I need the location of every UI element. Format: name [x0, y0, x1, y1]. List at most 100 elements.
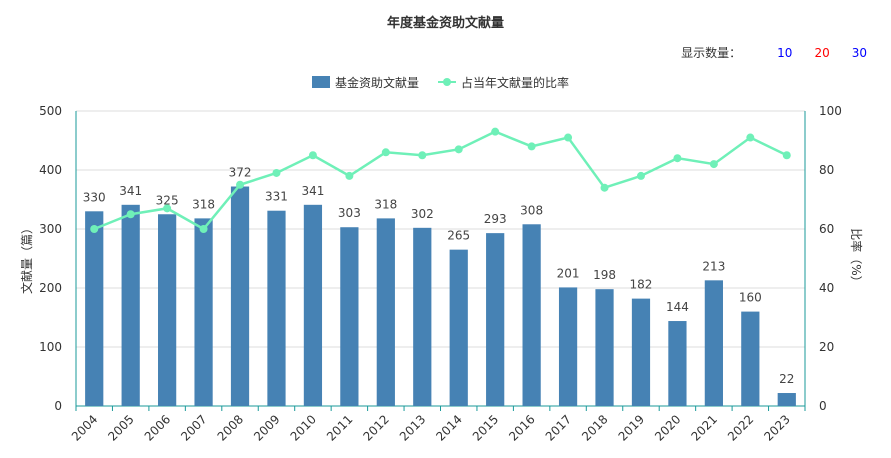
display-count-selector: 显示数量： 10 20 30 [681, 44, 867, 61]
bar[interactable] [595, 289, 614, 406]
x-tick-label: 2015 [470, 412, 501, 443]
ratio-point[interactable] [163, 204, 172, 213]
legend-line-label[interactable]: 占当年文献量的比率 [461, 75, 569, 90]
x-tick-label: 2009 [251, 412, 282, 443]
chart-title: 年度基金资助文献量 [386, 16, 504, 31]
bar[interactable] [230, 186, 250, 406]
ratio-point[interactable] [600, 183, 609, 192]
bar[interactable] [413, 227, 432, 406]
ratio-point[interactable] [126, 210, 135, 219]
bar-value-label: 318 [192, 197, 215, 211]
x-tick-label: 2017 [543, 412, 574, 443]
bar[interactable] [704, 280, 723, 406]
ratio-point[interactable] [636, 171, 645, 180]
bar-value-label: 213 [702, 259, 725, 273]
bar[interactable] [486, 233, 505, 406]
ratio-point[interactable] [236, 180, 245, 189]
y2-tick-label: 60 [819, 222, 834, 236]
x-tick-label: 2005 [105, 412, 136, 443]
x-tick-label: 2020 [652, 412, 683, 443]
legend-bar-swatch[interactable] [312, 76, 330, 88]
y-axis-title: 文献量（篇） [19, 222, 34, 294]
bar-value-label: 302 [411, 207, 434, 221]
y2-axis-title: 比率（%） [849, 228, 864, 287]
y-tick-label: 500 [39, 104, 62, 118]
ratio-point[interactable] [418, 151, 427, 160]
bar-value-label: 308 [520, 203, 543, 217]
x-tick-label: 2014 [433, 412, 464, 443]
ratio-point[interactable] [308, 151, 317, 160]
bar[interactable] [631, 298, 651, 406]
x-tick-label: 2019 [616, 412, 647, 443]
bar[interactable] [777, 393, 796, 406]
y-tick-label: 300 [39, 222, 62, 236]
ratio-point[interactable] [345, 171, 354, 180]
ratio-point[interactable] [381, 148, 390, 157]
bar[interactable] [558, 287, 578, 406]
bar[interactable] [158, 214, 177, 406]
display-count-option-20[interactable]: 20 [814, 45, 830, 60]
display-count-option-10[interactable]: 10 [777, 45, 793, 60]
bar[interactable] [303, 204, 323, 406]
x-tick-label: 2021 [688, 412, 719, 443]
y2-tick-label: 80 [819, 163, 834, 177]
bar[interactable] [522, 224, 541, 406]
x-tick-label: 2023 [761, 412, 792, 443]
bar[interactable] [741, 311, 760, 406]
bar-value-label: 198 [593, 268, 616, 282]
ratio-point[interactable] [272, 168, 281, 177]
bar[interactable] [267, 210, 286, 406]
bar-value-label: 341 [301, 184, 324, 198]
x-tick-label: 2011 [324, 412, 355, 443]
ratio-point[interactable] [90, 225, 99, 233]
ratio-point[interactable] [709, 160, 718, 169]
bar[interactable] [449, 249, 468, 406]
bar[interactable] [376, 218, 395, 406]
y2-tick-label: 20 [819, 340, 834, 354]
x-tick-label: 2008 [215, 412, 246, 443]
y2-tick-label: 100 [819, 104, 842, 118]
ratio-point[interactable] [782, 151, 791, 160]
bar[interactable] [121, 204, 140, 406]
ratio-point[interactable] [491, 127, 500, 136]
bar-value-label: 160 [739, 291, 762, 305]
bar[interactable] [85, 211, 104, 406]
bar-value-label: 331 [265, 190, 288, 204]
bar-value-label: 341 [119, 184, 142, 198]
bar-value-label: 318 [374, 197, 397, 211]
x-tick-label: 2016 [506, 412, 537, 443]
display-count-option-30[interactable]: 30 [851, 45, 867, 60]
x-tick-label: 2022 [725, 412, 756, 443]
ratio-point[interactable] [564, 133, 573, 142]
ratio-point[interactable] [527, 142, 536, 151]
y-tick-label: 200 [39, 281, 62, 295]
ratio-point[interactable] [746, 133, 755, 142]
legend-bar-label[interactable]: 基金资助文献量 [335, 75, 419, 90]
x-tick-label: 2010 [288, 412, 319, 443]
bar[interactable] [340, 227, 359, 406]
bar-value-label: 325 [156, 193, 179, 207]
x-tick-label: 2004 [69, 412, 100, 443]
x-tick-label: 2018 [579, 412, 610, 443]
ratio-point[interactable] [454, 145, 463, 154]
bar-value-label: 265 [447, 229, 470, 243]
ratio-point[interactable] [673, 154, 682, 163]
x-tick-label: 2007 [178, 412, 209, 443]
ratio-line [93, 130, 788, 231]
y2-tick-label: 0 [819, 399, 827, 413]
x-tick-label: 2012 [360, 412, 391, 443]
y-tick-label: 100 [39, 340, 62, 354]
bar[interactable] [194, 218, 213, 406]
bar-value-label: 303 [338, 206, 361, 220]
display-count-label: 显示数量： [681, 46, 742, 60]
bar[interactable] [668, 321, 687, 406]
bar-value-label: 144 [666, 300, 689, 314]
legend-line-marker [443, 78, 451, 86]
bar-value-label: 22 [779, 372, 794, 386]
x-tick-label: 2013 [397, 412, 428, 443]
ratio-point[interactable] [199, 225, 208, 233]
x-tick-label: 2006 [142, 412, 173, 443]
y2-tick-label: 40 [819, 281, 834, 295]
bar-value-label: 330 [83, 190, 106, 204]
